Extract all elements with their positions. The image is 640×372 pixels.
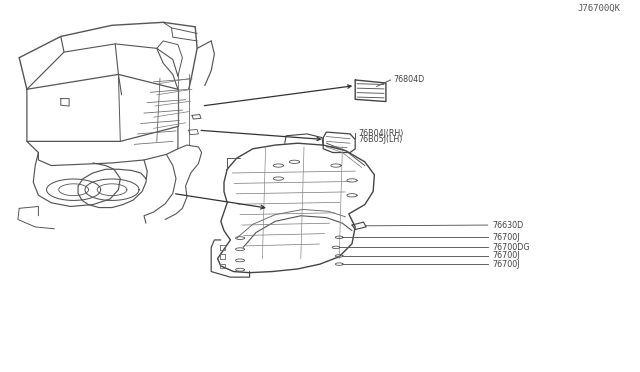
Text: 76700J: 76700J — [493, 251, 520, 260]
Text: 76700J: 76700J — [493, 260, 520, 269]
Text: 76700DG: 76700DG — [493, 243, 531, 252]
Text: 76700J: 76700J — [493, 233, 520, 242]
Text: 76630D: 76630D — [493, 221, 524, 230]
Text: 76B05J(LH): 76B05J(LH) — [358, 135, 403, 144]
Text: J76700QK: J76700QK — [578, 4, 621, 13]
Text: 76804D: 76804D — [394, 76, 425, 84]
Text: 76B04J(RH): 76B04J(RH) — [358, 129, 404, 138]
